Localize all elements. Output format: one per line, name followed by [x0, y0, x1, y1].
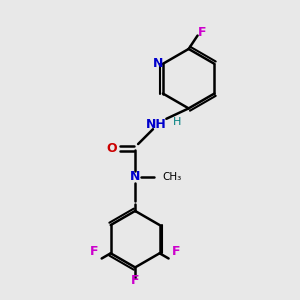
Text: F: F: [90, 245, 99, 258]
Text: O: O: [106, 142, 117, 155]
Text: F: F: [198, 26, 206, 39]
Text: N: N: [153, 57, 164, 70]
Text: N: N: [130, 170, 140, 183]
Text: F: F: [131, 274, 140, 287]
Text: F: F: [172, 245, 180, 258]
Text: NH: NH: [146, 118, 166, 131]
Text: H: H: [172, 117, 181, 127]
Text: CH₃: CH₃: [162, 172, 181, 182]
